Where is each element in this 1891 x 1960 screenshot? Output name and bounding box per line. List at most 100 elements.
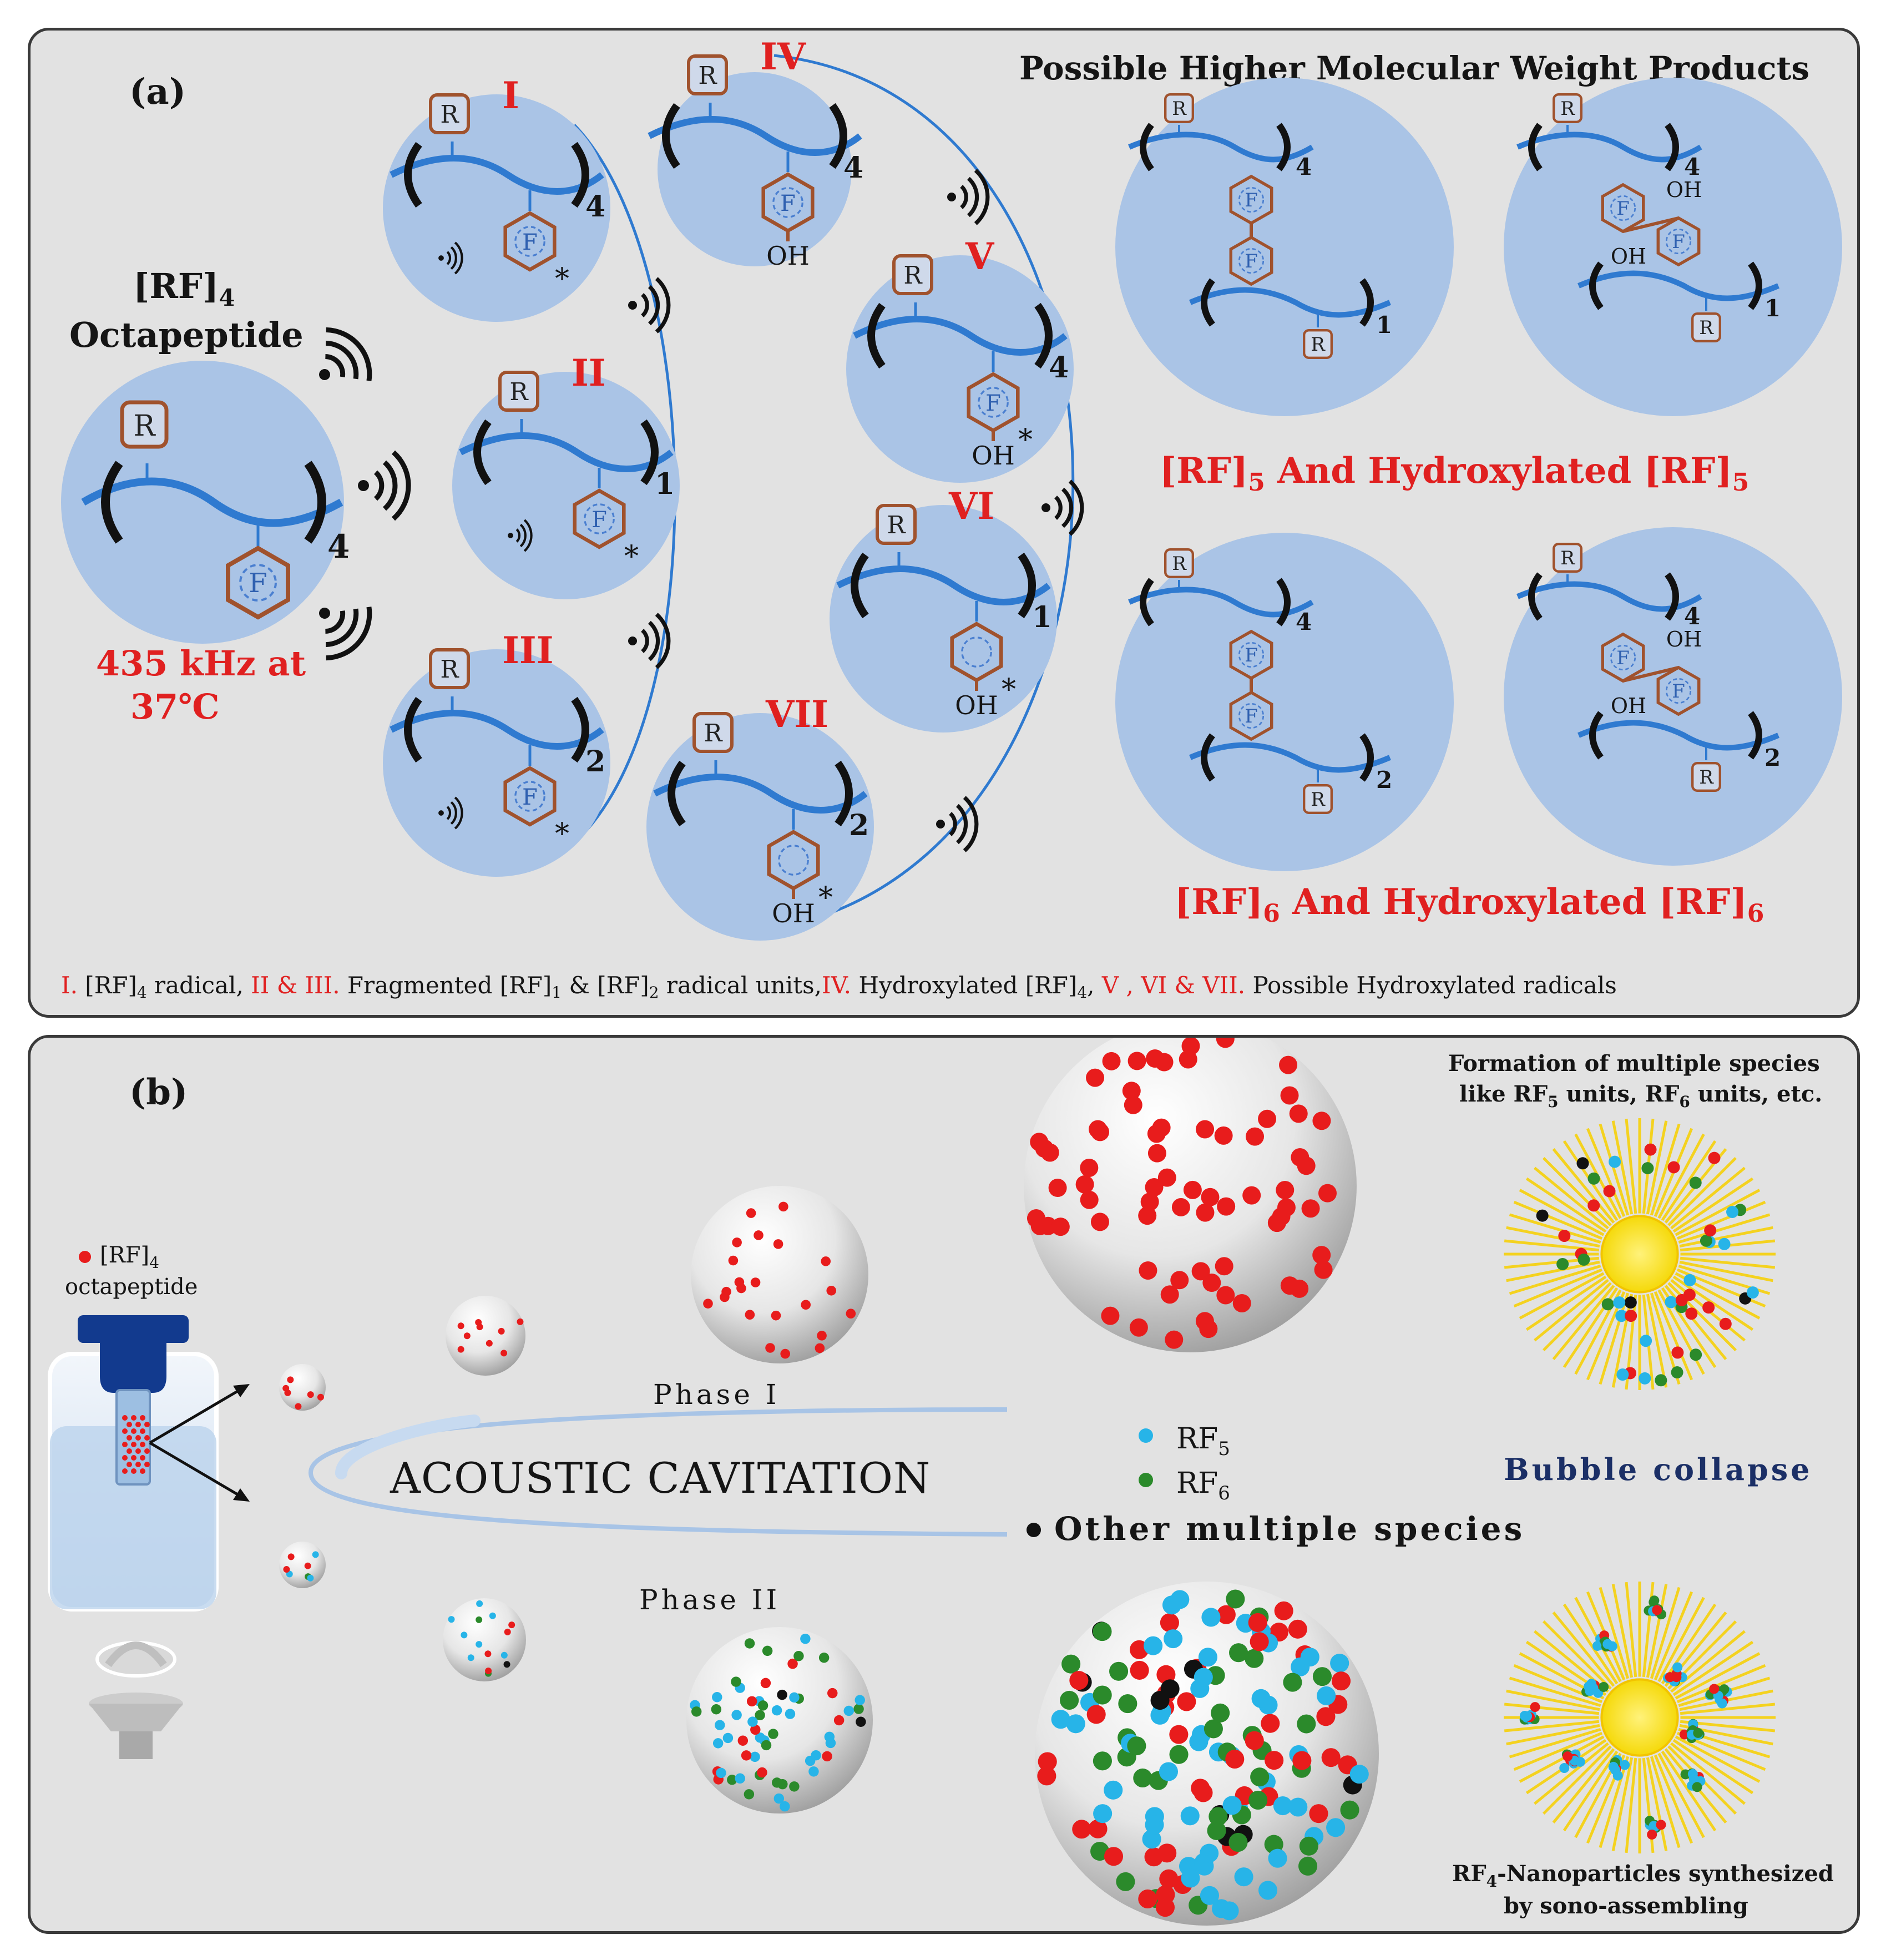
- rf5-dot: [1273, 1796, 1292, 1816]
- rf5-dot: [773, 1793, 785, 1804]
- arrow-up-icon: [149, 1384, 250, 1444]
- residue-r-label: R: [440, 655, 459, 684]
- product-repeat: 2: [1764, 744, 1781, 771]
- rf4-dot: [1037, 1766, 1056, 1786]
- residue-r-label: R: [1311, 334, 1326, 356]
- rf5-dot: [476, 1641, 483, 1648]
- rf4-dot: [127, 1422, 132, 1427]
- rf4-dot: [1129, 1318, 1148, 1337]
- rf6-dot: [762, 1645, 773, 1656]
- panel-a-label: (a): [129, 71, 186, 113]
- rf4-dot: [463, 1332, 471, 1340]
- product-repeat: 4: [1684, 603, 1700, 630]
- rf4-dot: [1030, 1133, 1049, 1151]
- rf4-dot: [135, 1435, 141, 1441]
- rf6-dot: [1298, 1856, 1318, 1876]
- nanoparticle-cluster: [1559, 1749, 1585, 1774]
- rf4-dot: [1080, 1158, 1099, 1177]
- rf4-dot: [787, 1658, 798, 1669]
- rf5-dot: [789, 1692, 800, 1703]
- rf6-dot: [1228, 1832, 1248, 1852]
- rf5-dot: [1726, 1205, 1739, 1218]
- rf6-dot: [1248, 1790, 1268, 1810]
- product-rf6: R 4 F F R 2: [1115, 533, 1454, 871]
- rf4-dot: [754, 1230, 764, 1240]
- nanoparticle-cluster: [1644, 1595, 1667, 1620]
- rf6-dot: [757, 1700, 768, 1711]
- rf4-dot: [1195, 1312, 1214, 1331]
- species-repeat: 4: [843, 151, 863, 185]
- rf4-dot: [1667, 1161, 1680, 1174]
- rf5-dot: [785, 1709, 796, 1719]
- start-label: [RF]4: [133, 266, 235, 311]
- rf4-dot: [500, 1350, 508, 1357]
- rf6-dot: [744, 1789, 755, 1800]
- rf4-dot: [1314, 1260, 1333, 1279]
- bubble-phase2-xs: [279, 1542, 326, 1588]
- bubble-phase1-s: [446, 1296, 525, 1376]
- legend-other-label: Other multiple species: [1054, 1510, 1525, 1548]
- rf4-dot: [295, 1403, 302, 1410]
- rf6-dot: [731, 1676, 741, 1687]
- residue-r-label: R: [698, 62, 717, 90]
- rf4-dot: [284, 1389, 291, 1396]
- sound-wave-icon: [1041, 481, 1082, 534]
- rf5-dot: [1150, 1705, 1170, 1725]
- rf4-dot: [846, 1309, 856, 1319]
- rf6-dot: [1207, 1821, 1226, 1840]
- rf4-dot: [1291, 1148, 1309, 1167]
- bubble-collapse-burst: [1504, 1118, 1776, 1390]
- rf4-dot: [498, 1327, 505, 1335]
- bubble-phase1-xs: [279, 1364, 326, 1411]
- rf4-dot: [1038, 1752, 1057, 1771]
- rf4-dot: [1170, 1271, 1189, 1290]
- rf5-dot: [1639, 1372, 1651, 1385]
- rf4-dot: [1258, 1109, 1277, 1128]
- rf4-dot: [1289, 1104, 1308, 1123]
- rf4-dot: [135, 1462, 141, 1467]
- rf4-dot: [1080, 1190, 1099, 1209]
- rf6-dot: [711, 1704, 722, 1715]
- rf4-dot: [1196, 1203, 1215, 1222]
- species-numeral: VI: [948, 484, 994, 528]
- rf4-dot: [135, 1448, 141, 1454]
- rf6-dot: [1689, 1176, 1702, 1189]
- rf6-dot: [1209, 1807, 1228, 1826]
- rf5-caption: [RF]5 And Hydroxylated [RF]5: [1160, 450, 1749, 497]
- rf4-dot: [1122, 1082, 1141, 1100]
- rf4-dot: [1312, 1112, 1331, 1130]
- nanoparticle-cluster: [1680, 1768, 1706, 1792]
- rf6-dot: [1093, 1622, 1112, 1641]
- rf4-dot: [307, 1391, 314, 1398]
- rf4-dot: [1139, 1261, 1157, 1280]
- rf6-dot: [1577, 1253, 1590, 1266]
- rf4-dot: [317, 1393, 324, 1401]
- rf4-dot: [457, 1322, 464, 1330]
- legend-other-dot: [1027, 1523, 1041, 1537]
- rf6-dot: [771, 1777, 782, 1788]
- rf5-dot: [1683, 1274, 1696, 1286]
- residue-f-label: F: [591, 507, 607, 533]
- radical-mark: *: [624, 540, 639, 573]
- sound-wave-icon: [628, 279, 669, 332]
- radical-mark: *: [1002, 673, 1016, 706]
- hydroxyl-label: OH: [1666, 627, 1702, 651]
- rf5-dot: [1145, 1815, 1164, 1835]
- nanoparticle-cluster: [1645, 1816, 1666, 1840]
- condition-frequency: 435 kHz at: [96, 643, 306, 684]
- rf5-dot: [476, 1600, 483, 1607]
- residue-f-label: F: [1245, 250, 1258, 272]
- rf4-dot: [760, 1678, 771, 1689]
- residue-r-label: R: [1311, 789, 1326, 811]
- phase-1-label: Phase I: [653, 1378, 780, 1411]
- rf6-dot: [1133, 1768, 1152, 1788]
- rf4-dot: [486, 1340, 493, 1347]
- residue-f-label: F: [1245, 644, 1258, 666]
- rf4-dot: [1603, 1185, 1616, 1198]
- sound-wave-icon: [299, 584, 381, 668]
- rf5-dot: [1181, 1868, 1200, 1888]
- rf4-dot: [1719, 1317, 1732, 1330]
- rf4-dot: [741, 1750, 752, 1761]
- rf6-dot: [1587, 1172, 1600, 1185]
- product-repeat: 1: [1376, 311, 1392, 339]
